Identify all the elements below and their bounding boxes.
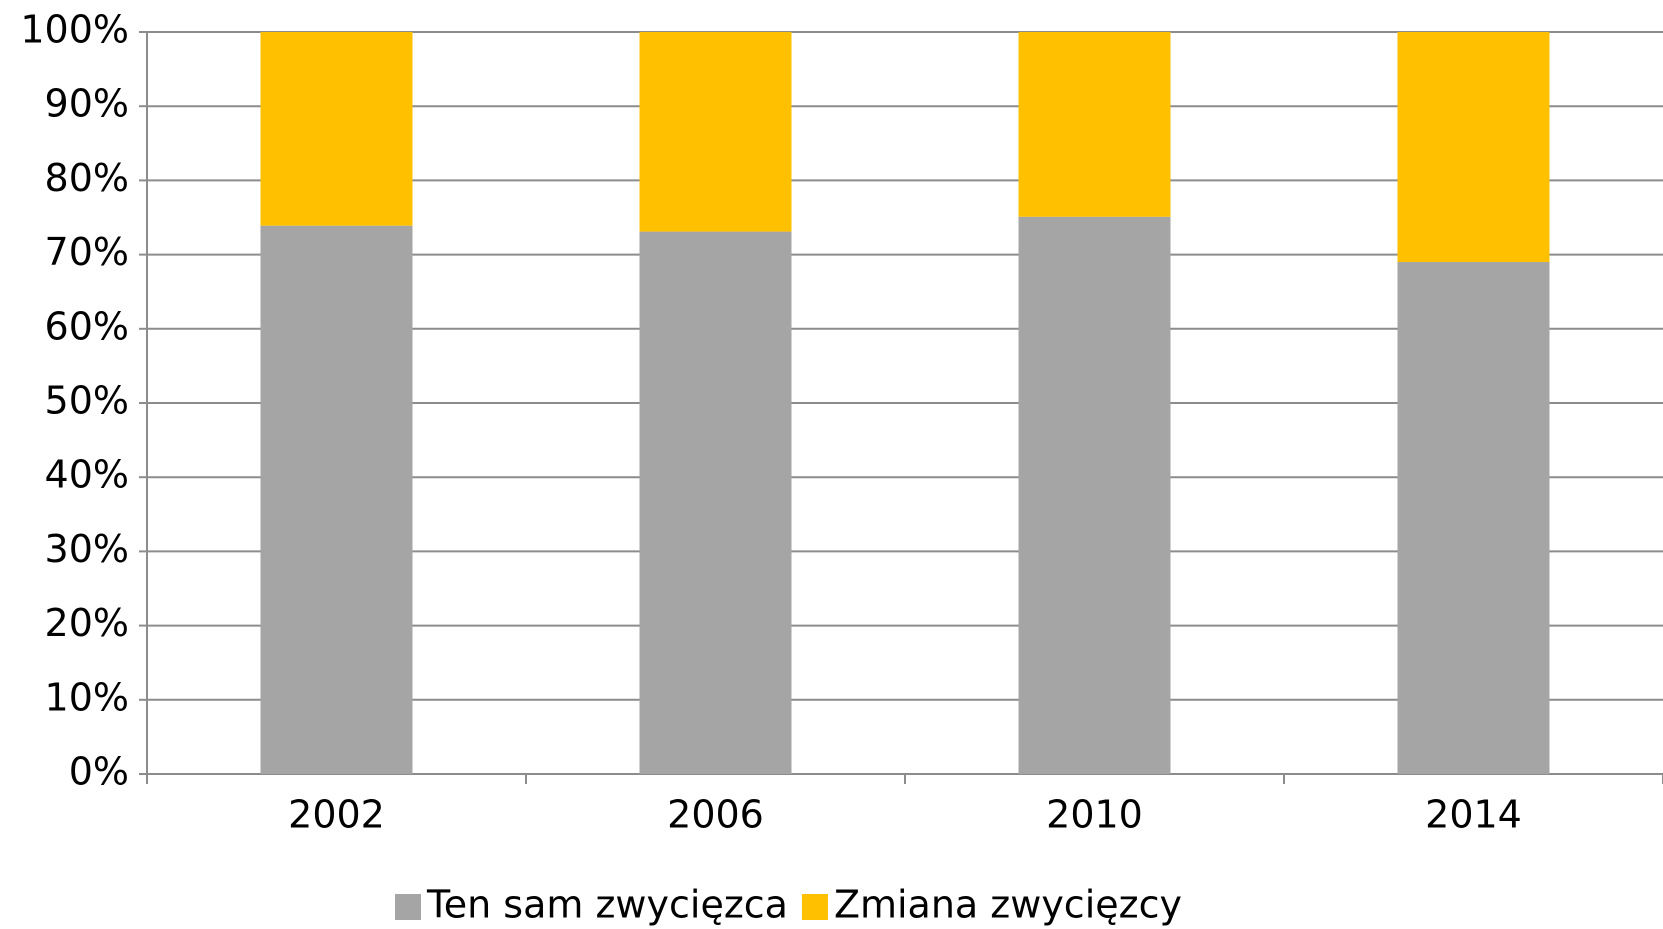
y-tick-label: 20%	[45, 601, 129, 645]
legend-label: Ten sam zwycięzca	[426, 883, 788, 927]
y-tick-label: 60%	[45, 304, 129, 348]
x-tick-label: 2002	[288, 793, 385, 837]
y-tick-label: 50%	[45, 379, 129, 423]
bar-segment	[639, 32, 792, 232]
bar-segment	[260, 225, 413, 775]
bar-segment	[1018, 216, 1171, 774]
y-tick-label: 0%	[69, 750, 129, 794]
x-tick-label: 2006	[667, 793, 764, 837]
legend-label: Zmiana zwycięzcy	[834, 883, 1182, 927]
bar-segment	[1397, 32, 1550, 263]
legend-swatch	[801, 894, 828, 920]
y-tick-label: 10%	[45, 675, 129, 719]
y-tick-label: 100%	[20, 8, 129, 52]
bar-segment	[639, 231, 792, 774]
y-tick-label: 80%	[45, 156, 129, 200]
bar-segment	[1397, 262, 1550, 774]
legend-swatch	[395, 894, 421, 920]
y-tick-label: 40%	[45, 453, 129, 497]
y-tick-label: 70%	[45, 230, 129, 274]
bar-segment	[260, 32, 413, 226]
bar-segment	[1018, 32, 1171, 217]
x-tick-label: 2014	[1425, 793, 1522, 837]
x-tick-label: 2010	[1046, 793, 1143, 837]
y-tick-label: 90%	[45, 82, 129, 126]
y-tick-label: 30%	[45, 527, 129, 571]
